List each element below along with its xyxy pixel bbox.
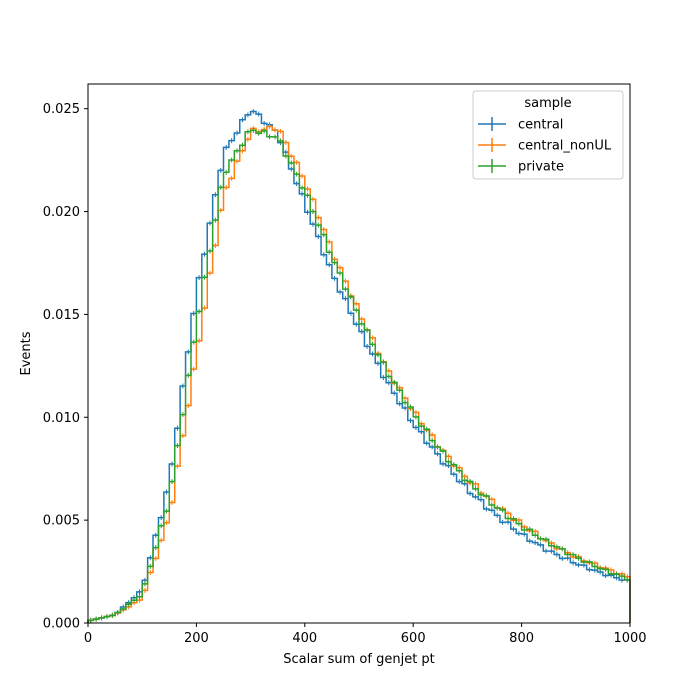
y-tick-label: 0.010 [43, 411, 80, 426]
legend-item: central [478, 117, 563, 133]
x-tick-label: 400 [292, 631, 317, 646]
legend-title: sample [524, 96, 571, 111]
legend-label: central [518, 118, 563, 133]
y-tick-label: 0.025 [43, 102, 80, 117]
series-line-private [87, 129, 631, 623]
x-tick-label: 1000 [613, 631, 646, 646]
plot-frame [87, 83, 631, 624]
x-axis-label: Scalar sum of genjet pt [283, 652, 435, 667]
y-axis: 0.000 0.005 0.010 0.015 0.020 0.025 [43, 102, 88, 632]
series-line-central [87, 110, 631, 623]
x-tick-label: 600 [401, 631, 426, 646]
x-tick-label: 200 [184, 631, 209, 646]
y-tick-label: 0.020 [43, 205, 80, 220]
series-layer [87, 108, 631, 623]
y-tick-label: 0.015 [43, 308, 80, 323]
x-tick-label: 800 [509, 631, 534, 646]
y-tick-label: 0.005 [43, 514, 80, 529]
legend-box [472, 90, 624, 180]
x-axis: 0 200 400 600 800 1000 [84, 623, 647, 646]
y-tick-label: 0.000 [43, 617, 80, 632]
x-tick-label: 0 [84, 631, 92, 646]
legend-item: private [478, 159, 564, 175]
y-axis-label: Events [19, 331, 34, 375]
legend-label: private [518, 160, 564, 175]
legend-item: central_nonUL [478, 138, 612, 154]
legend-label: central_nonUL [518, 139, 612, 154]
